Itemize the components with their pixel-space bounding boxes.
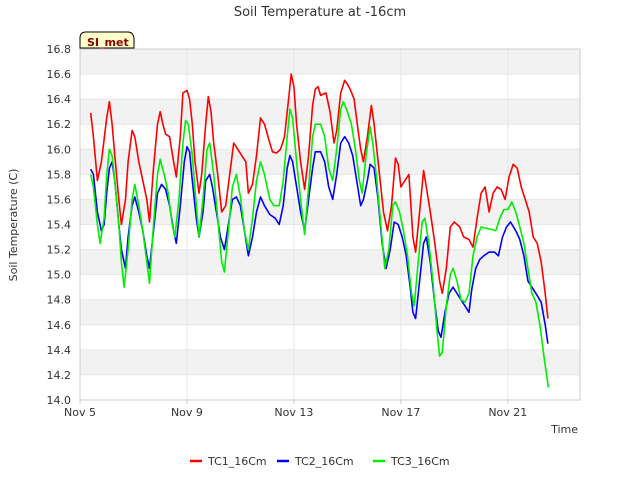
badge-label: SI_met	[87, 36, 129, 49]
y-tick-label: 15.0	[47, 269, 72, 282]
x-tick-label: Nov 17	[381, 406, 420, 419]
x-tick-label: Nov 13	[274, 406, 313, 419]
legend: TC1_16Cm TC2_16Cm TC3_16Cm	[190, 455, 450, 468]
legend-label: TC2_16Cm	[294, 455, 354, 468]
axes	[79, 48, 581, 404]
y-tick-label: 15.2	[47, 244, 72, 257]
chart-title: Soil Temperature at -16cm	[234, 5, 406, 20]
y-axis-label: Soil Temperature (C)	[7, 169, 20, 282]
x-tick-label: Nov 21	[488, 406, 527, 419]
y-tick-label: 14.4	[47, 344, 72, 357]
x-axis-label: Time	[550, 423, 578, 436]
site-badge: SI_met	[79, 31, 135, 49]
y-tick-label: 14.2	[47, 369, 72, 382]
y-tick-label: 16.4	[47, 93, 72, 106]
series-line-TC3_16Cm	[89, 100, 550, 388]
y-tick-label: 15.4	[47, 219, 72, 232]
grid-band	[80, 299, 580, 325]
grid-band	[80, 249, 580, 275]
grid-band	[80, 349, 580, 375]
legend-label: TC3_16Cm	[390, 455, 450, 468]
y-tick-label: 15.6	[47, 193, 72, 206]
series-line-TC1_16Cm	[89, 73, 549, 319]
x-tick-label: Nov 5	[64, 406, 96, 419]
x-tick-label: Nov 9	[171, 406, 203, 419]
y-tick-label: 14.0	[47, 394, 72, 407]
y-tick-label: 14.8	[47, 294, 72, 307]
badge-shape	[79, 31, 135, 49]
y-tick-label: 14.6	[47, 319, 72, 332]
series-line-TC2_16Cm	[89, 135, 549, 344]
tick-labels: 14.0 14.2 14.4 14.6 14.8 15.0 15.2 15.4 15.6 15.8…	[47, 43, 528, 419]
y-tick-label: 16.8	[47, 43, 72, 56]
y-tick-label: 16.0	[47, 143, 72, 156]
legend-label: TC1_16Cm	[207, 455, 267, 468]
plot-frame	[79, 48, 581, 401]
series-layer	[89, 73, 550, 388]
grid-band	[80, 199, 580, 225]
y-tick-label: 15.8	[47, 168, 72, 181]
grid-band	[80, 49, 580, 75]
y-tick-label: 16.2	[47, 118, 72, 131]
y-tick-label: 16.6	[47, 68, 72, 81]
